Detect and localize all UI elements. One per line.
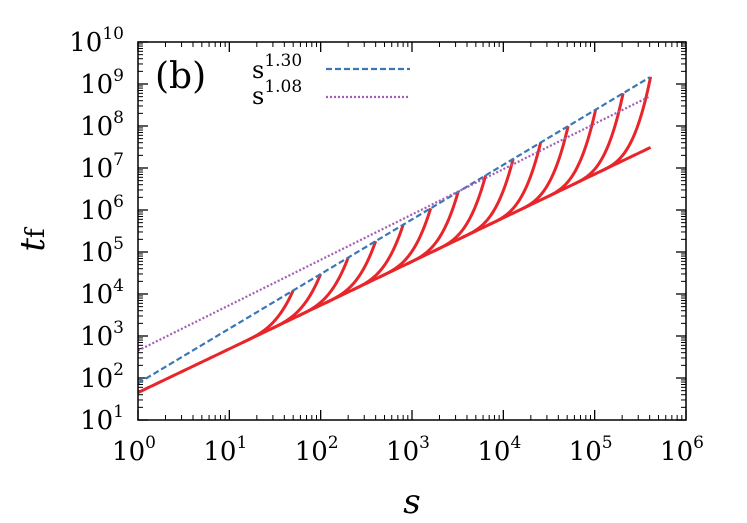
- data-branch-curve: [571, 92, 625, 187]
- y-tick-label: 106: [80, 192, 124, 226]
- x-tick-label: 103: [386, 433, 430, 467]
- y-tick-label: 1010: [69, 24, 124, 58]
- data-branch-curve: [324, 240, 378, 305]
- data-branch-curve: [406, 191, 460, 266]
- x-tick-label: 106: [660, 433, 704, 467]
- data-branch-curve: [269, 273, 323, 331]
- y-axis-label: tf: [13, 226, 53, 252]
- data-branch-curve: [544, 109, 598, 200]
- data-branch-curve: [379, 207, 433, 279]
- plot-frame: [137, 41, 687, 421]
- x-tick-label: 100: [112, 433, 156, 467]
- data-branch-curve: [461, 158, 515, 239]
- y-tick-label: 108: [80, 108, 124, 142]
- data-branch-curve: [241, 289, 295, 345]
- tick-labels: 100 101 102 103 104 105 1061011021031041051061…: [69, 24, 704, 467]
- x-tick-label: 102: [295, 433, 339, 467]
- data-branch-curve: [516, 125, 570, 213]
- y-tick-label: 109: [80, 66, 124, 100]
- fit-line-1-08: [137, 95, 651, 352]
- data-branch-curve: [489, 142, 543, 226]
- x-tick-label: 101: [203, 433, 247, 467]
- y-tick-label: 107: [80, 150, 124, 184]
- chart-ticks: [137, 41, 687, 421]
- data-branch-curve: [599, 76, 653, 174]
- x-tick-label: 105: [569, 433, 613, 467]
- y-tick-label: 102: [80, 360, 124, 394]
- panel-label: (b): [155, 56, 206, 97]
- y-axis-label-text: t: [13, 238, 53, 252]
- y-tick-label: 101: [80, 402, 124, 436]
- data-branch-curve: [351, 224, 405, 292]
- y-tick-label: 104: [80, 276, 124, 310]
- x-tick-label: 104: [477, 433, 521, 467]
- x-axis-label: s: [403, 482, 420, 522]
- legend-label: s1.08: [252, 77, 302, 110]
- data-curves: [137, 76, 653, 394]
- data-branch-curve: [434, 175, 488, 252]
- y-axis-label-subscript: f: [21, 226, 51, 238]
- data-branch-curve: [296, 257, 350, 318]
- x-axis-label-text: s: [403, 482, 420, 522]
- fit-lines: [137, 76, 651, 385]
- y-tick-label: 103: [80, 318, 124, 352]
- legend-label: s1.30: [252, 51, 302, 84]
- y-tick-label: 105: [80, 234, 124, 268]
- fit-line-1-30: [137, 76, 651, 385]
